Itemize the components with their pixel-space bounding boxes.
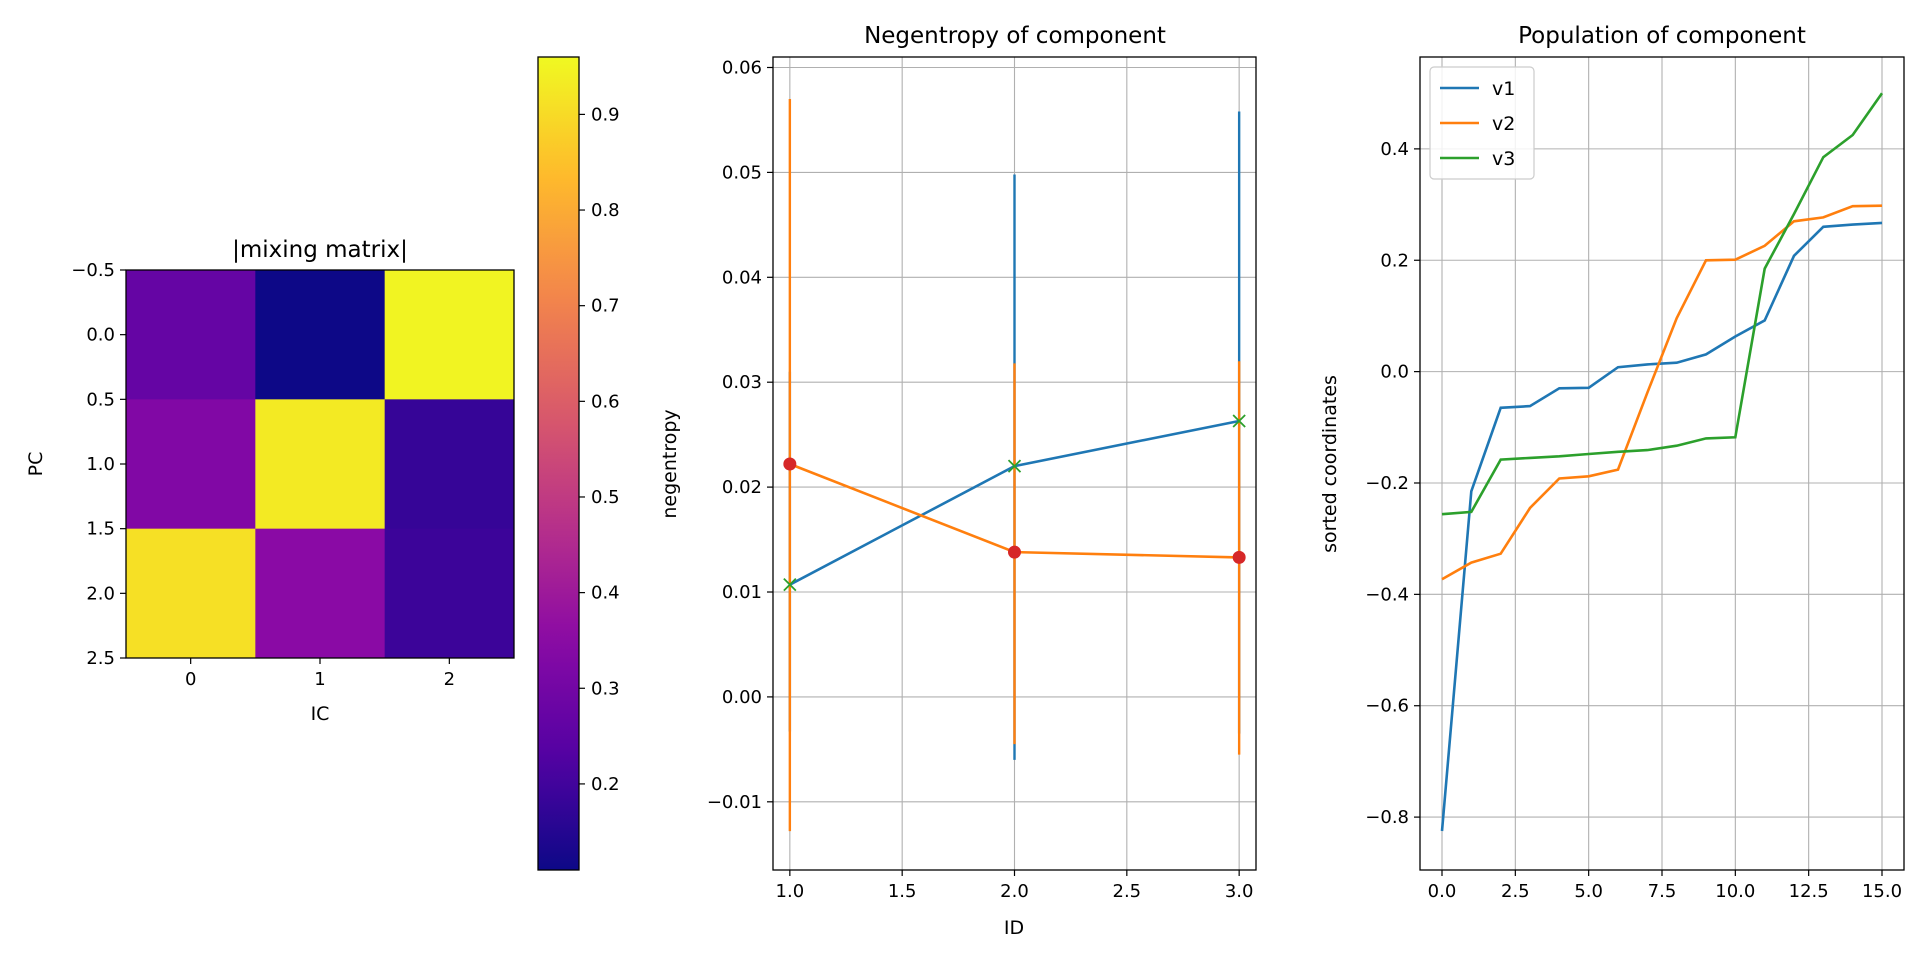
x-tick-label: 5.0 (1574, 881, 1603, 902)
negentropy-series (783, 98, 1246, 832)
heatmap-cell (384, 399, 515, 530)
series-line (1441, 204, 1883, 581)
heatmap-ytick-label: 0.5 (86, 389, 115, 410)
y-tick-label: 0.03 (722, 372, 762, 393)
population-ticks: 0.0 2.5 5.0 7.5 10.0 12.5 15.0 −0.8 −0.6 −0.4 −0.2… (1365, 139, 1902, 902)
heatmap-ytick-label: 1.5 (86, 519, 115, 540)
heatmap-ylabel: PC (25, 452, 47, 477)
population-legend: v1 v2 v3 (1429, 66, 1535, 180)
y-tick-label: −0.8 (1365, 807, 1409, 828)
negentropy-title: Negentropy of component (864, 23, 1166, 49)
heatmap-cell (255, 270, 386, 400)
colorbar-ticks: 0.2 0.3 0.4 0.5 0.6 0.7 0.8 0.9 (579, 104, 620, 795)
y-tick-label: 0.06 (722, 57, 762, 78)
heatmap-ticks: 0 1 2 −0.5 0.0 0.5 1.0 1.5 2.0 2.5 (71, 260, 455, 690)
colorbar-tick-label: 0.4 (591, 583, 620, 604)
y-tick-label: −0.2 (1365, 473, 1409, 494)
y-tick-label: 0.00 (722, 687, 762, 708)
heatmap-ytick-label: −0.5 (71, 260, 115, 281)
x-tick-label: 12.5 (1789, 881, 1829, 902)
population-panel: Population of component 0.0 2.5 5.0 7.5 10.0… (1319, 23, 1905, 902)
population-title: Population of component (1518, 23, 1806, 49)
legend-label: v1 (1492, 78, 1515, 100)
x-tick-label: 3.0 (1225, 881, 1254, 902)
series-line (1441, 92, 1884, 516)
heatmap-cell (384, 528, 515, 659)
x-tick-label: 2.5 (1501, 881, 1530, 902)
y-tick-label: −0.4 (1365, 584, 1409, 605)
mixing-matrix-panel: |mixing matrix| 0 1 2 −0.5 0.0 0.5 1.0 1.5 2.0 2.… (25, 237, 515, 725)
y-tick-label: 0.01 (722, 582, 762, 603)
negentropy-panel: Negentropy of component 1.0 1.5 2.0 2.5 3.0 −… (659, 23, 1257, 939)
colorbar-tick-label: 0.5 (591, 487, 620, 508)
y-tick-label: 0.05 (722, 162, 762, 183)
heatmap-cell (384, 270, 515, 400)
x-tick-label: 2.5 (1113, 881, 1142, 902)
heatmap-ytick-label: 0.0 (86, 325, 115, 346)
series-line (1440, 221, 1883, 832)
point-marker (1232, 550, 1246, 564)
y-tick-label: 0.04 (722, 267, 762, 288)
colorbar-tick-label: 0.8 (591, 200, 620, 221)
colorbar-tick-label: 0.7 (591, 296, 620, 317)
point-marker (1008, 545, 1021, 559)
y-tick-label: −0.01 (707, 792, 762, 813)
y-tick-label: 0.4 (1380, 139, 1409, 160)
heatmap-cell (255, 528, 386, 659)
population-series (1440, 92, 1884, 832)
y-tick-label: 0.02 (722, 477, 762, 498)
colorbar-tick-label: 0.6 (591, 391, 620, 412)
x-tick-label: 1.0 (776, 881, 805, 902)
heatmap-xtick-label: 2 (444, 669, 455, 690)
heatmap-cell (126, 270, 256, 400)
colorbar-frame (537, 56, 580, 871)
colorbar: 0.2 0.3 0.4 0.5 0.6 0.7 0.8 0.9 (537, 56, 620, 871)
population-ylabel: sorted coordinates (1319, 375, 1341, 553)
point-marker (1007, 459, 1022, 473)
x-tick-label: 0.0 (1428, 881, 1457, 902)
heatmap-cell (126, 528, 256, 659)
legend-label: v2 (1492, 113, 1515, 135)
negentropy-xlabel: ID (1004, 917, 1024, 939)
x-tick-label: 7.5 (1648, 881, 1677, 902)
legend-box (1429, 66, 1535, 180)
heatmap-cells (126, 270, 515, 659)
colorbar-tick-label: 0.2 (591, 774, 620, 795)
x-tick-label: 1.5 (888, 881, 917, 902)
heatmap-cell (255, 399, 386, 530)
colorbar-tick-label: 0.3 (591, 678, 620, 699)
y-tick-label: 0.0 (1380, 362, 1409, 383)
heatmap-xlabel: IC (311, 703, 330, 725)
y-tick-label: 0.2 (1380, 250, 1409, 271)
x-tick-label: 2.0 (1000, 881, 1029, 902)
heatmap-cell (126, 399, 256, 530)
point-marker (783, 578, 797, 592)
x-tick-label: 15.0 (1862, 881, 1902, 902)
heatmap-ytick-label: 2.5 (86, 648, 115, 669)
heatmap-xtick-label: 0 (185, 669, 196, 690)
negentropy-ylabel: negentropy (659, 409, 681, 518)
point-marker (1232, 414, 1246, 428)
colorbar-gradient (538, 57, 579, 870)
negentropy-ticks: 1.0 1.5 2.0 2.5 3.0 −0.01 0.00 0.01 0.02 0.03 0.04… (707, 57, 1254, 902)
heatmap-ytick-label: 2.0 (86, 583, 115, 604)
colorbar-tick-label: 0.9 (591, 104, 620, 125)
heatmap-title: |mixing matrix| (232, 237, 408, 263)
x-tick-label: 10.0 (1715, 881, 1755, 902)
point-marker (783, 457, 797, 471)
legend-label: v3 (1492, 148, 1515, 170)
heatmap-ytick-label: 1.0 (86, 454, 115, 475)
y-tick-label: −0.6 (1365, 696, 1409, 717)
heatmap-xtick-label: 1 (314, 669, 325, 690)
